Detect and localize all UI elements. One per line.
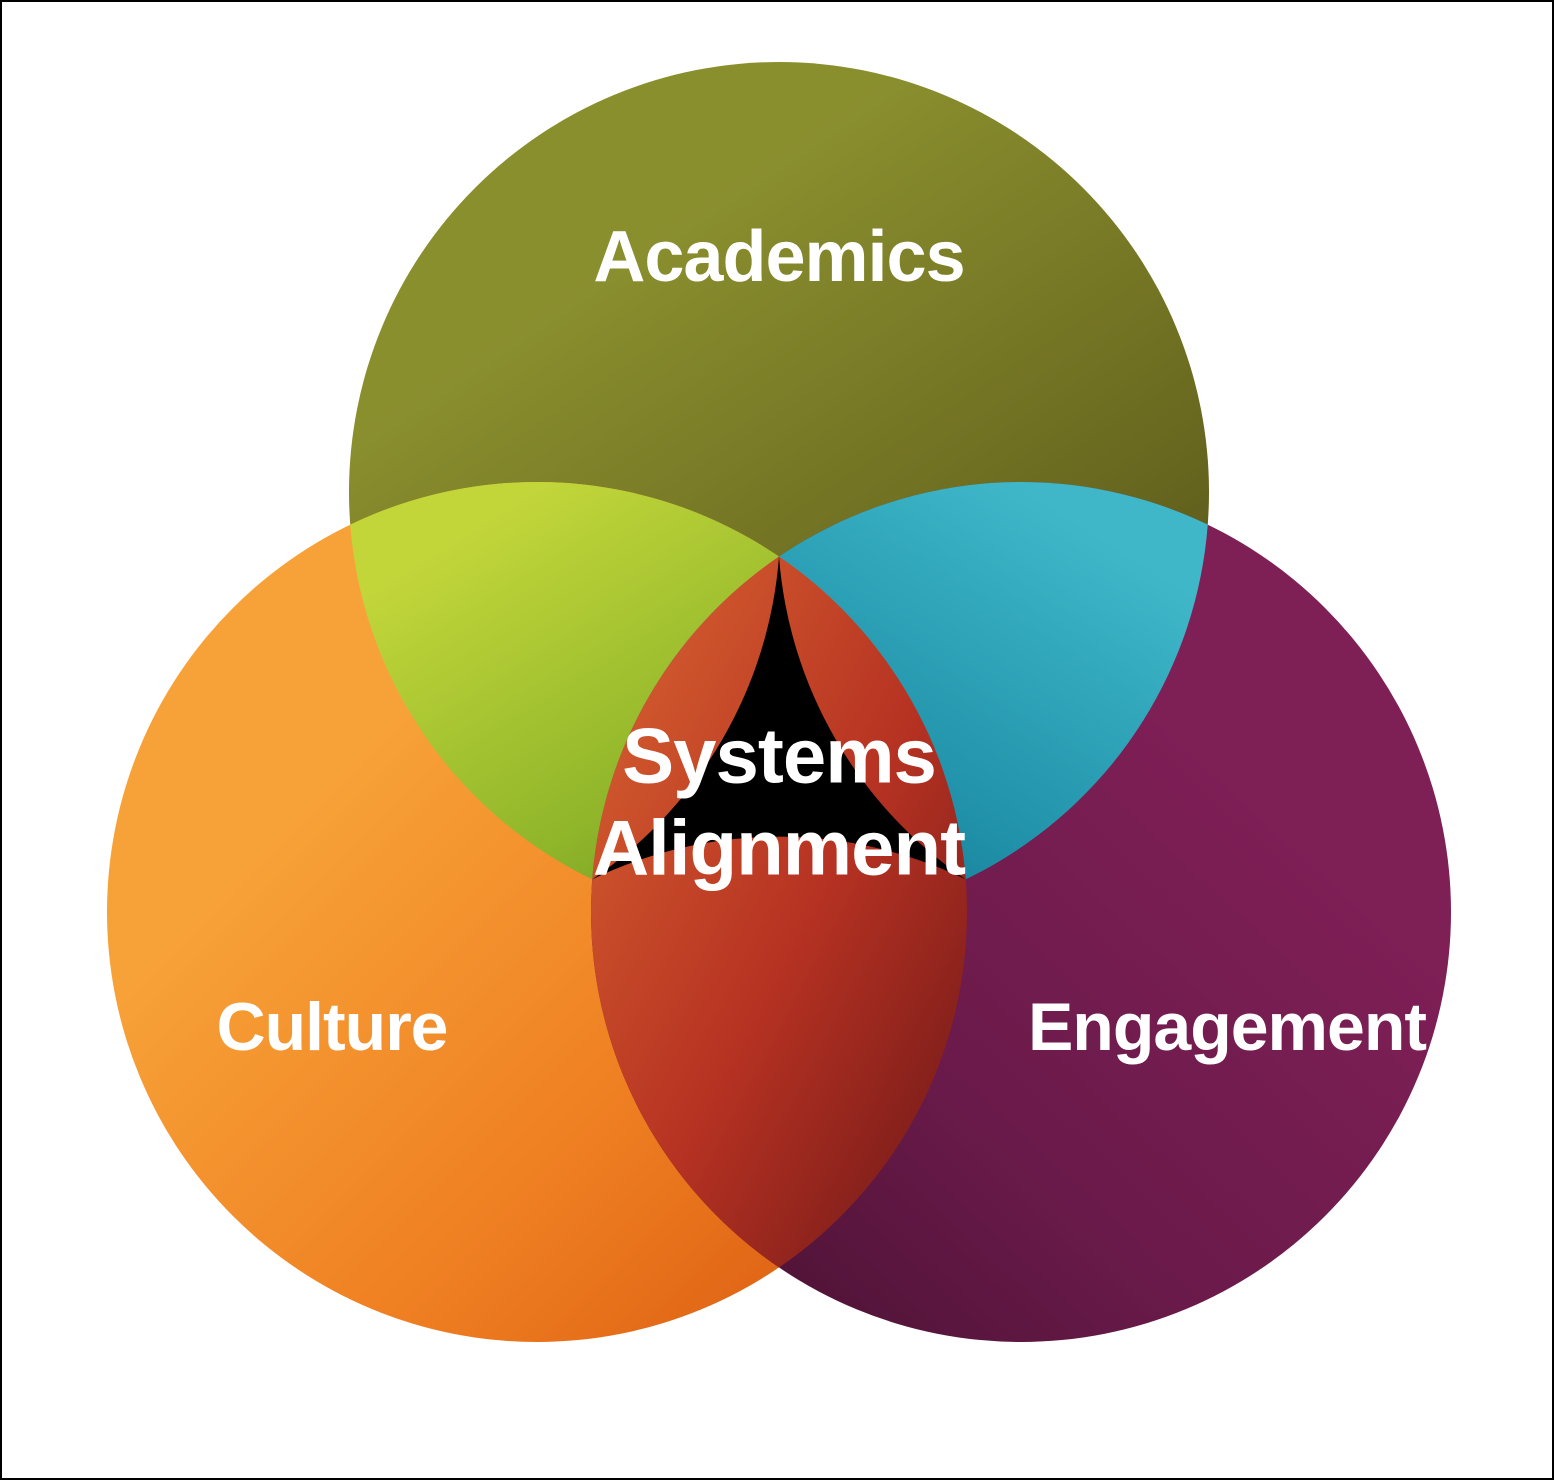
diagram-frame: Academics Culture Engagement SystemsAlignme… <box>0 0 1554 1480</box>
label-engagement: Engagement <box>1028 989 1426 1065</box>
label-academics: Academics <box>593 217 964 297</box>
label-culture: Culture <box>217 989 448 1065</box>
venn-diagram: Academics Culture Engagement SystemsAlignme… <box>2 2 1554 1480</box>
label-center-line2: Alignment <box>593 804 966 892</box>
label-center-line1: Systems <box>622 712 936 800</box>
